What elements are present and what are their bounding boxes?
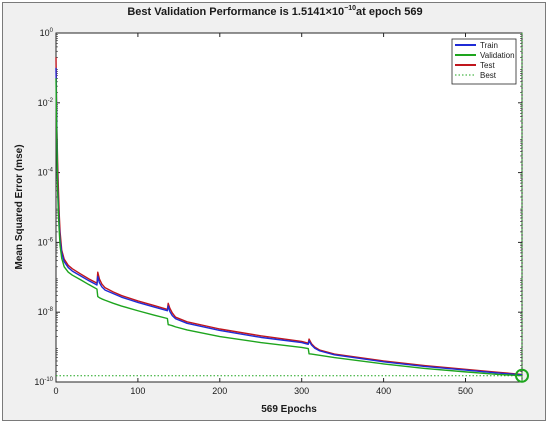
y-axis-label: Mean Squared Error (mse) xyxy=(14,144,25,269)
plot-area xyxy=(55,32,523,383)
y-tick-label: 10-6 xyxy=(38,237,54,247)
series-lines xyxy=(55,57,523,377)
validation-line xyxy=(55,78,523,377)
best-marker-group xyxy=(56,33,529,383)
x-tick-label: 400 xyxy=(376,386,391,396)
x-axis-label: 569 Epochs xyxy=(261,404,317,415)
legend-label-validation: Validation xyxy=(480,51,515,60)
legend: Train Validation Test Best xyxy=(451,38,517,85)
legend-label-train: Train xyxy=(480,41,498,50)
y-tick-label: 10-10 xyxy=(34,377,53,387)
x-tick-label: 300 xyxy=(294,386,309,396)
x-tick-label: 100 xyxy=(130,386,145,396)
y-tick-label: 10-8 xyxy=(38,307,54,317)
legend-box xyxy=(451,38,517,85)
x-tick-label: 500 xyxy=(458,386,473,396)
y-tick-label: 10-2 xyxy=(38,98,54,108)
y-tick-label: 100 xyxy=(40,28,54,38)
legend-label-best: Best xyxy=(480,71,497,80)
x-axis: 0 100 200 300 400 500 xyxy=(53,33,473,396)
y-tick-label: 10-4 xyxy=(38,168,54,178)
train-line xyxy=(55,67,523,376)
x-tick-label: 0 xyxy=(53,386,58,396)
chart-title: Best Validation Performance is 1.5141×10… xyxy=(127,5,422,18)
legend-label-test: Test xyxy=(480,61,495,70)
best-marker xyxy=(515,368,529,383)
x-tick-label: 200 xyxy=(212,386,227,396)
